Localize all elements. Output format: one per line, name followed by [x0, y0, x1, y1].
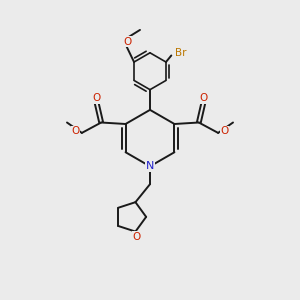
- Text: O: O: [133, 232, 141, 242]
- Text: N: N: [146, 161, 154, 171]
- Text: O: O: [123, 37, 131, 46]
- Text: O: O: [199, 93, 207, 103]
- Text: Br: Br: [175, 48, 187, 58]
- Text: O: O: [93, 93, 101, 103]
- Text: O: O: [71, 126, 80, 136]
- Text: O: O: [220, 126, 229, 136]
